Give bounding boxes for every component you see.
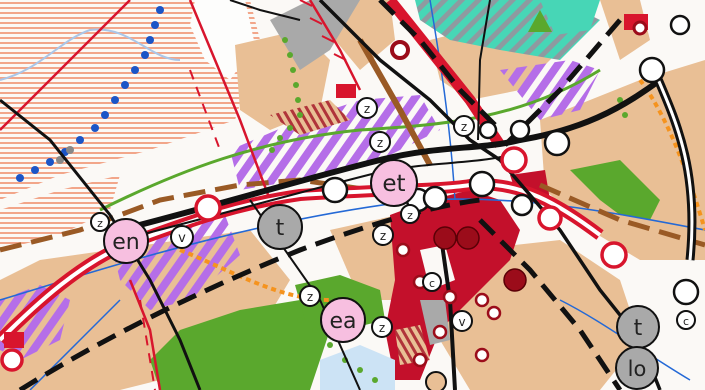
marker-v-west[interactable]: v bbox=[170, 225, 194, 249]
marker-z-5[interactable]: z bbox=[372, 224, 394, 246]
svg-text:z: z bbox=[97, 217, 103, 230]
svg-text:t: t bbox=[276, 216, 285, 241]
place-label-lo[interactable]: lo bbox=[615, 346, 659, 390]
red-thin-lines bbox=[0, 0, 362, 390]
svg-text:t: t bbox=[634, 316, 643, 341]
svg-text:lo: lo bbox=[628, 357, 647, 381]
svg-text:z: z bbox=[307, 290, 313, 304]
place-label-t-west[interactable]: t bbox=[257, 204, 303, 250]
marker-z-4[interactable]: z bbox=[400, 204, 420, 224]
small-white-stops[interactable] bbox=[395, 242, 502, 368]
red-dashed-line bbox=[139, 69, 221, 390]
place-label-ea[interactable]: ea bbox=[320, 297, 366, 343]
svg-text:c: c bbox=[683, 315, 689, 328]
red-ring-stops[interactable] bbox=[0, 146, 628, 372]
svg-text:z: z bbox=[461, 120, 467, 134]
svg-text:z: z bbox=[407, 209, 413, 222]
svg-text:z: z bbox=[364, 102, 370, 116]
black-dashed-railways bbox=[18, 0, 623, 390]
dark-red-blobs bbox=[390, 20, 648, 292]
marker-c-1[interactable]: c bbox=[422, 272, 442, 292]
svg-text:et: et bbox=[382, 171, 405, 197]
svg-text:z: z bbox=[380, 229, 386, 243]
bottom-stop[interactable] bbox=[425, 371, 447, 390]
marker-z-3[interactable]: z bbox=[453, 115, 475, 137]
orange-dashed-route-east bbox=[638, 78, 705, 231]
svg-text:v: v bbox=[178, 231, 186, 246]
orange-dashed-route bbox=[179, 248, 331, 302]
place-label-t-east[interactable]: t bbox=[616, 305, 660, 349]
brown-dashed-route bbox=[0, 177, 371, 253]
stop-circles[interactable] bbox=[321, 14, 700, 306]
place-label-en[interactable]: en bbox=[103, 218, 149, 264]
svg-text:v: v bbox=[458, 315, 465, 329]
svg-text:z: z bbox=[377, 136, 383, 150]
svg-text:z: z bbox=[379, 321, 385, 335]
svg-text:c: c bbox=[429, 277, 435, 290]
svg-text:ea: ea bbox=[329, 309, 356, 334]
blue-dotted-route bbox=[16, 6, 164, 182]
place-label-et[interactable]: et bbox=[370, 159, 418, 207]
tram-ticks bbox=[299, 0, 347, 61]
marker-z-6[interactable]: z bbox=[299, 285, 321, 307]
marker-v-east[interactable]: v bbox=[451, 310, 473, 332]
brown-arrow-line bbox=[357, 38, 433, 167]
marker-c-2[interactable]: c bbox=[676, 310, 696, 330]
brown-dashed-route-east bbox=[538, 182, 705, 248]
svg-text:en: en bbox=[112, 230, 139, 255]
green-dotted-trail bbox=[269, 37, 628, 383]
gray-dotted-route bbox=[56, 146, 74, 164]
marker-z-7[interactable]: z bbox=[371, 316, 393, 338]
green-route bbox=[99, 68, 601, 212]
marker-z-north[interactable]: z bbox=[356, 97, 378, 119]
marker-z-8[interactable]: z bbox=[90, 212, 110, 232]
marker-z-2[interactable]: z bbox=[369, 131, 391, 153]
